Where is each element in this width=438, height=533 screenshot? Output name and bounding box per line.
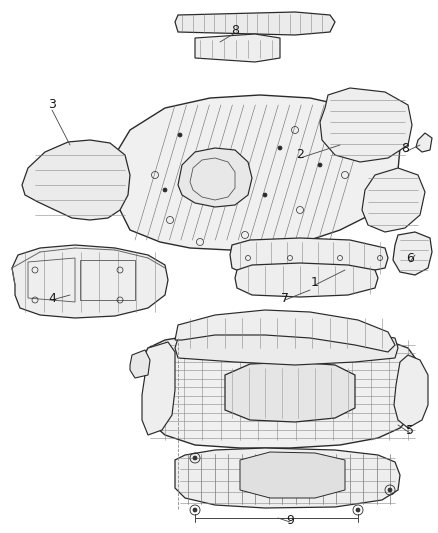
Polygon shape (230, 238, 388, 278)
Text: 3: 3 (48, 99, 56, 111)
Circle shape (263, 193, 267, 197)
Circle shape (318, 163, 322, 167)
Text: 7: 7 (281, 292, 289, 304)
Polygon shape (175, 12, 335, 35)
Polygon shape (175, 330, 398, 365)
Polygon shape (130, 350, 150, 378)
Circle shape (193, 456, 197, 460)
Text: 1: 1 (311, 276, 319, 288)
Polygon shape (142, 330, 418, 448)
Polygon shape (175, 448, 400, 508)
Polygon shape (393, 232, 432, 275)
Text: 6: 6 (406, 252, 414, 264)
Circle shape (163, 188, 167, 192)
Circle shape (278, 146, 282, 150)
Polygon shape (235, 263, 378, 297)
Polygon shape (175, 310, 395, 352)
Text: 5: 5 (406, 424, 414, 437)
Circle shape (356, 508, 360, 512)
Text: 8: 8 (401, 141, 409, 155)
Circle shape (178, 133, 182, 137)
Polygon shape (240, 452, 345, 498)
Polygon shape (394, 355, 428, 428)
Text: 9: 9 (286, 513, 294, 527)
Polygon shape (110, 95, 400, 250)
Polygon shape (225, 362, 355, 422)
Circle shape (388, 488, 392, 492)
Polygon shape (362, 168, 425, 232)
Text: 4: 4 (48, 292, 56, 304)
Text: 2: 2 (296, 149, 304, 161)
Polygon shape (178, 148, 252, 207)
Text: 8: 8 (231, 23, 239, 36)
Circle shape (193, 508, 197, 512)
Polygon shape (12, 245, 168, 318)
Polygon shape (142, 342, 175, 435)
Polygon shape (22, 140, 130, 220)
Polygon shape (320, 88, 412, 162)
Polygon shape (195, 34, 280, 62)
Polygon shape (416, 133, 432, 152)
